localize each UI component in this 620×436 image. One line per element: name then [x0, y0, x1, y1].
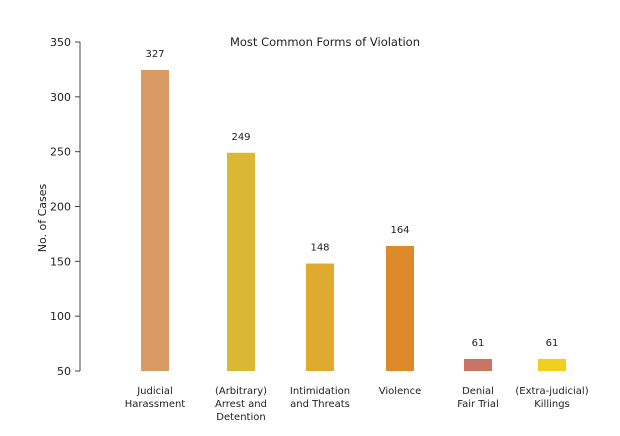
category-label: Intimidation and Threats: [290, 386, 350, 410]
category-labels: Judicial Harassment (Arbitrary) Arrest and D…: [125, 386, 589, 423]
chart-title: Most Common Forms of Violation: [230, 35, 420, 49]
category-label-line: and Threats: [290, 399, 350, 410]
category-label-line: Fair Trial: [457, 399, 498, 410]
category-label: Judicial Harassment: [125, 386, 186, 410]
y-tick-label: 200: [50, 201, 71, 214]
category-label-line: Violence: [379, 386, 421, 397]
category-label-line: (Arbitrary): [215, 386, 267, 397]
category-label-line: (Extra-judicial): [515, 386, 588, 397]
category-label-line: Killings: [534, 399, 570, 410]
bar: [538, 358, 566, 371]
category-label-line: Denial: [462, 386, 494, 397]
bar-value-label: 327: [145, 49, 164, 60]
category-label-line: Harassment: [125, 399, 186, 410]
y-tick-label: 300: [50, 91, 71, 104]
bar-value-label: 61: [472, 338, 485, 349]
category-label-line: Intimidation: [290, 386, 350, 397]
bar-value-label: 61: [546, 338, 559, 349]
category-label: Violence: [379, 386, 421, 397]
category-label-line: Arrest and: [215, 399, 267, 410]
bar-value-label: 148: [310, 243, 329, 254]
bar: [227, 152, 255, 371]
bar-value-label: 164: [390, 225, 409, 236]
y-axis: 50 100 150 200 250 300 350: [50, 36, 81, 378]
category-label-line: Judicial: [136, 386, 173, 397]
bar: [386, 245, 414, 371]
y-tick-label: 50: [57, 365, 71, 378]
y-axis-title: No. of Cases: [36, 183, 49, 252]
bars: [141, 70, 566, 371]
data-labels: 327 249 148 164 61 61: [145, 49, 558, 349]
category-label-line: Detention: [216, 412, 265, 423]
y-tick-label: 350: [50, 36, 71, 49]
y-tick-label: 100: [50, 310, 71, 323]
bar: [464, 358, 492, 371]
y-tick-label: 150: [50, 255, 71, 268]
bar: [141, 70, 169, 371]
category-label: Denial Fair Trial: [457, 386, 498, 410]
category-label: (Arbitrary) Arrest and Detention: [215, 386, 267, 423]
bar-value-label: 249: [231, 132, 250, 143]
category-label: (Extra-judicial) Killings: [515, 386, 588, 410]
bar: [306, 263, 334, 371]
y-tick-label: 250: [50, 146, 71, 159]
